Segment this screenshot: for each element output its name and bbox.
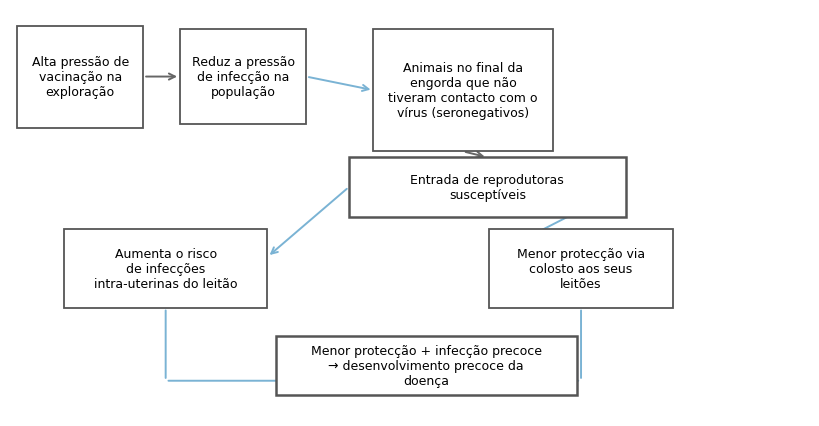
Text: Menor protecção via
colosto aos seus
leitões: Menor protecção via colosto aos seus lei… xyxy=(516,248,645,291)
FancyBboxPatch shape xyxy=(64,230,267,308)
FancyBboxPatch shape xyxy=(373,30,552,152)
Text: Alta pressão de
vacinação na
exploração: Alta pressão de vacinação na exploração xyxy=(31,56,129,99)
Text: Reduz a pressão
de infecção na
população: Reduz a pressão de infecção na população xyxy=(192,56,294,99)
Text: Aumenta o risco
de infecções
intra-uterinas do leitão: Aumenta o risco de infecções intra-uteri… xyxy=(94,248,238,291)
FancyBboxPatch shape xyxy=(17,26,143,128)
FancyBboxPatch shape xyxy=(275,336,577,395)
FancyBboxPatch shape xyxy=(179,30,305,125)
Text: Animais no final da
engorda que não
tiveram contacto com o
vírus (seronegativos): Animais no final da engorda que não tive… xyxy=(387,62,537,120)
FancyBboxPatch shape xyxy=(489,230,672,308)
FancyBboxPatch shape xyxy=(349,158,625,217)
Text: Entrada de reprodutoras
susceptíveis: Entrada de reprodutoras susceptíveis xyxy=(410,174,563,201)
Text: Menor protecção + infecção precoce
→ desenvolvimento precoce da
doença: Menor protecção + infecção precoce → des… xyxy=(310,344,541,387)
